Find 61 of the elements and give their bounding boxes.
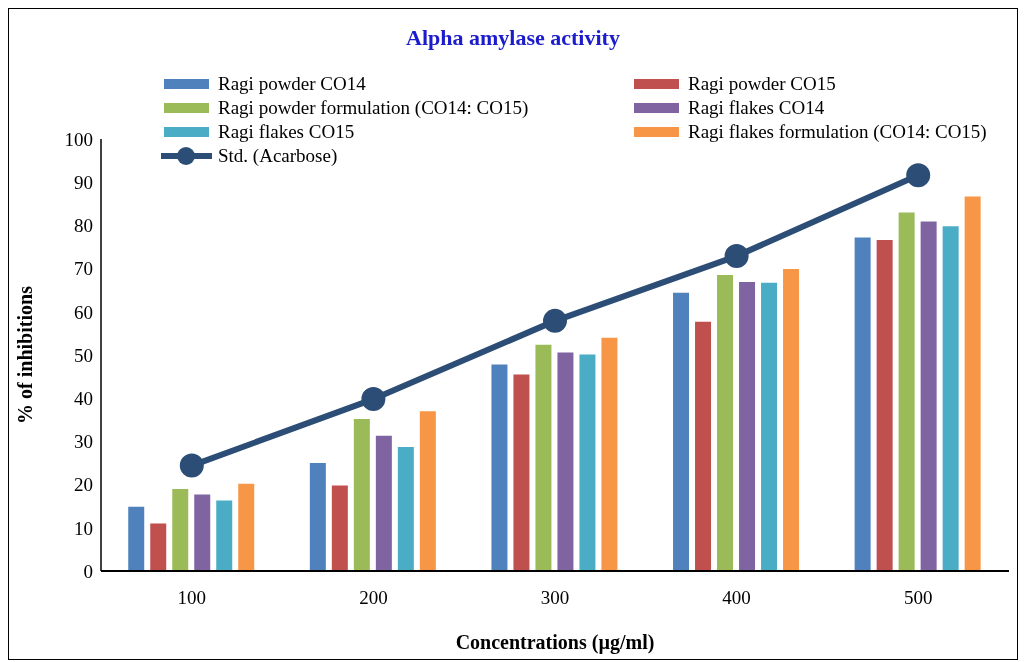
bar: [150, 523, 167, 571]
point: [361, 387, 386, 412]
y-axis-title: % of inhibitions: [14, 285, 37, 424]
bar: [238, 483, 255, 571]
y-tick-label: 40: [74, 387, 93, 409]
bar: [920, 221, 937, 571]
legend-label: Ragi powder formulation (CO14: CO15): [218, 97, 529, 119]
bar: [216, 500, 233, 571]
bar: [739, 281, 756, 571]
x-tick-label: 200: [359, 587, 388, 609]
bar: [172, 488, 189, 571]
legend-label: Std. (Acarbose): [218, 145, 338, 167]
bar: [854, 237, 871, 571]
bar: [535, 344, 552, 571]
x-tick-label: 100: [177, 587, 207, 609]
bar: [331, 485, 348, 571]
y-tick-label: 70: [74, 258, 93, 280]
x-tick-label: 400: [722, 587, 751, 609]
legend-label: Ragi flakes formulation (CO14: CO15): [688, 121, 987, 143]
point: [724, 244, 749, 269]
y-tick-label: 60: [74, 301, 93, 323]
bar: [513, 374, 530, 571]
legend-label: Ragi flakes CO15: [218, 121, 355, 143]
bar: [783, 269, 800, 571]
x-axis-title: Concentrations (µg/ml): [455, 631, 655, 654]
bar: [695, 321, 712, 571]
bar: [397, 447, 414, 571]
legend-label: Ragi flakes CO14: [688, 97, 825, 119]
y-tick-label: 90: [74, 171, 93, 193]
bar: [309, 463, 326, 571]
bar: [194, 494, 211, 571]
bar: [491, 364, 508, 571]
bar: [128, 506, 145, 571]
bar: [761, 282, 778, 571]
bar: [942, 226, 959, 571]
bar: [557, 352, 574, 571]
x-tick-label: 500: [903, 587, 933, 609]
bar: [601, 337, 618, 571]
point: [543, 308, 567, 333]
bar: [579, 354, 596, 571]
y-tick-label: 50: [74, 344, 93, 366]
bar: [419, 411, 436, 571]
y-tick-label: 30: [74, 431, 93, 453]
point: [906, 163, 931, 188]
y-tick-label: 0: [83, 560, 93, 582]
x-tick-label: 300: [540, 587, 570, 609]
y-tick-label: 100: [64, 128, 93, 150]
legend-label: Ragi powder CO15: [688, 73, 836, 95]
bar: [375, 435, 392, 571]
bar: [964, 196, 981, 571]
y-tick-label: 20: [74, 474, 93, 496]
y-tick-label: 80: [74, 215, 93, 237]
bar: [717, 275, 734, 571]
bar: [876, 240, 893, 571]
y-tick-label: 10: [74, 517, 93, 539]
bar: [673, 292, 690, 571]
legend-label: Ragi powder CO14: [218, 73, 366, 95]
point: [179, 453, 204, 478]
bar: [898, 212, 915, 571]
bar: [353, 418, 370, 571]
chart-title: Alpha amylase activity: [405, 25, 621, 51]
